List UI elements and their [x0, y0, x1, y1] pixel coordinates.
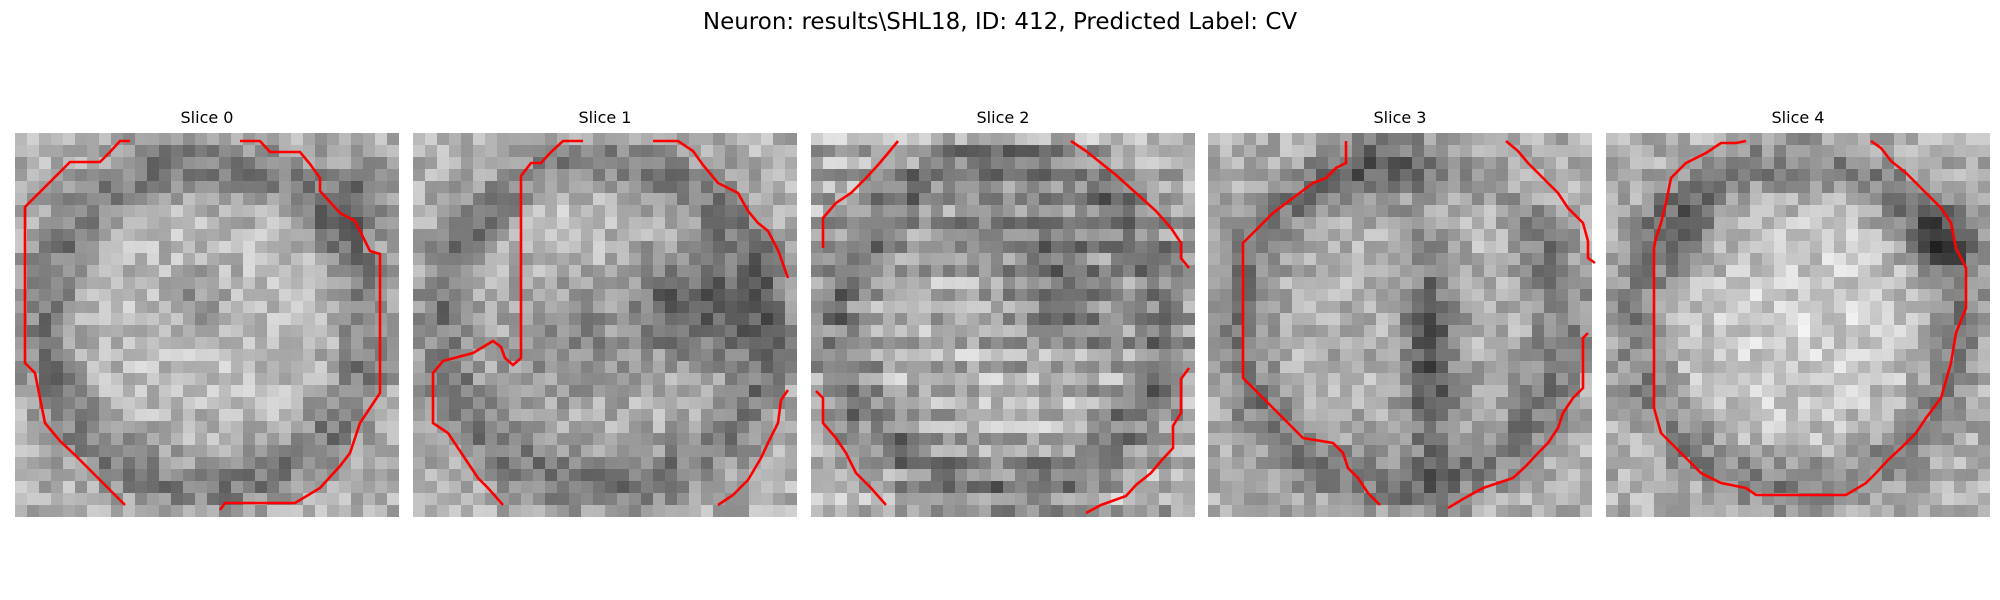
roi-contour [815, 139, 1191, 515]
slice-image [413, 133, 797, 517]
slice-title: Slice 0 [180, 108, 234, 127]
roi-contour [23, 139, 382, 511]
slice-title: Slice 1 [578, 108, 632, 127]
roi-contour [431, 139, 790, 507]
slice-title: Slice 4 [1771, 108, 1825, 127]
roi-contour [1241, 140, 1596, 510]
microscopy-patch [811, 133, 1195, 517]
microscopy-patch [1606, 133, 1990, 517]
figure-title: Neuron: results\SHL18, ID: 412, Predicte… [702, 9, 1298, 35]
slice-image [1208, 133, 1596, 517]
slice-image [1606, 133, 1990, 517]
slice-title: Slice 2 [976, 108, 1030, 127]
slice-image [15, 133, 399, 517]
slice-title: Slice 3 [1373, 108, 1427, 127]
slice-image [811, 133, 1195, 517]
roi-contour [1652, 139, 1968, 497]
microscopy-patch [413, 133, 797, 517]
microscopy-patch [15, 133, 399, 517]
microscopy-patch [1208, 133, 1592, 517]
